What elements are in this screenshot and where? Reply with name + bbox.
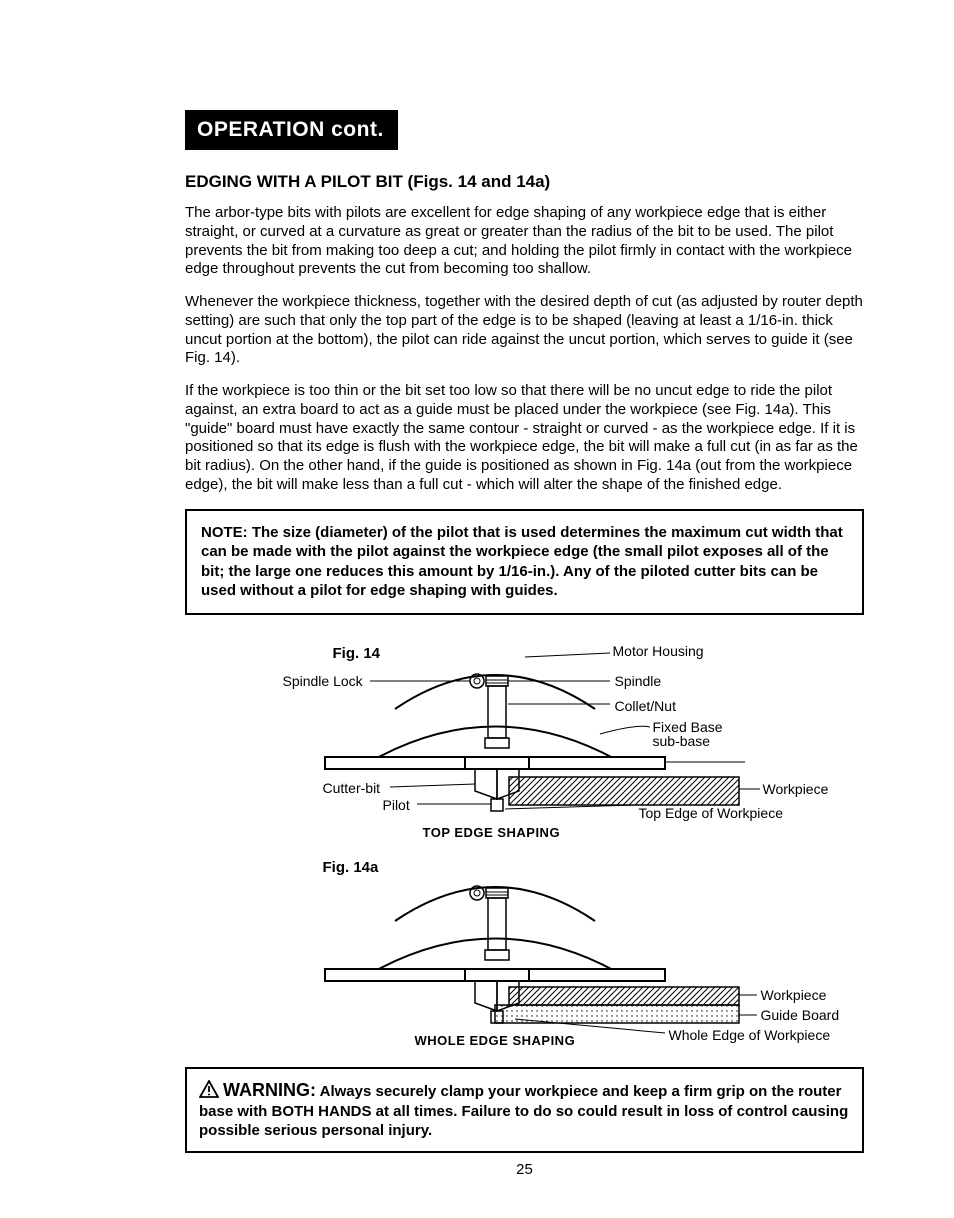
note-box: NOTE: The size (diameter) of the pilot t… — [185, 509, 864, 615]
figure-14a: Fig. 14a — [195, 859, 855, 1049]
warning-title: WARNING: — [223, 1080, 316, 1100]
fig14a-svg — [195, 859, 855, 1049]
main-heading: EDGING WITH A PILOT BIT (Figs. 14 and 14… — [185, 172, 864, 192]
fig14a-title: Fig. 14a — [323, 859, 379, 876]
section-header: OPERATION cont. — [185, 110, 398, 150]
label-top-edge: Top Edge of Workpiece — [639, 805, 784, 821]
paragraph-1: The arbor-type bits with pilots are exce… — [185, 204, 864, 279]
paragraph-3: If the workpiece is too thin or the bit … — [185, 382, 864, 495]
label-collet-nut: Collet/Nut — [615, 698, 676, 714]
label-workpiece: Workpiece — [763, 781, 829, 797]
label-spindle-lock: Spindle Lock — [283, 673, 363, 689]
label-cutter-bit: Cutter-bit — [323, 780, 381, 796]
warning-text: WARNING: Always securely clamp your work… — [199, 1079, 850, 1141]
label-pilot: Pilot — [383, 797, 410, 813]
label-guide-board: Guide Board — [761, 1007, 840, 1023]
fig14-title: Fig. 14 — [333, 645, 381, 662]
page-number: 25 — [185, 1161, 864, 1178]
label-whole-edge: Whole Edge of Workpiece — [669, 1027, 831, 1043]
label-sub-base: sub-base — [653, 733, 711, 749]
label-spindle: Spindle — [615, 673, 662, 689]
fig14-caption: TOP EDGE SHAPING — [423, 825, 561, 840]
page-container: OPERATION cont. EDGING WITH A PILOT BIT … — [0, 0, 954, 1218]
fig14a-caption: WHOLE EDGE SHAPING — [415, 1033, 576, 1048]
note-text: NOTE: The size (diameter) of the pilot t… — [201, 523, 848, 601]
paragraph-2: Whenever the workpiece thickness, togeth… — [185, 293, 864, 368]
warning-triangle-icon — [199, 1080, 219, 1098]
warning-box: WARNING: Always securely clamp your work… — [185, 1067, 864, 1153]
figure-14: Fig. 14 — [195, 639, 855, 849]
label-motor-housing: Motor Housing — [613, 643, 704, 659]
label-14a-workpiece: Workpiece — [761, 987, 827, 1003]
